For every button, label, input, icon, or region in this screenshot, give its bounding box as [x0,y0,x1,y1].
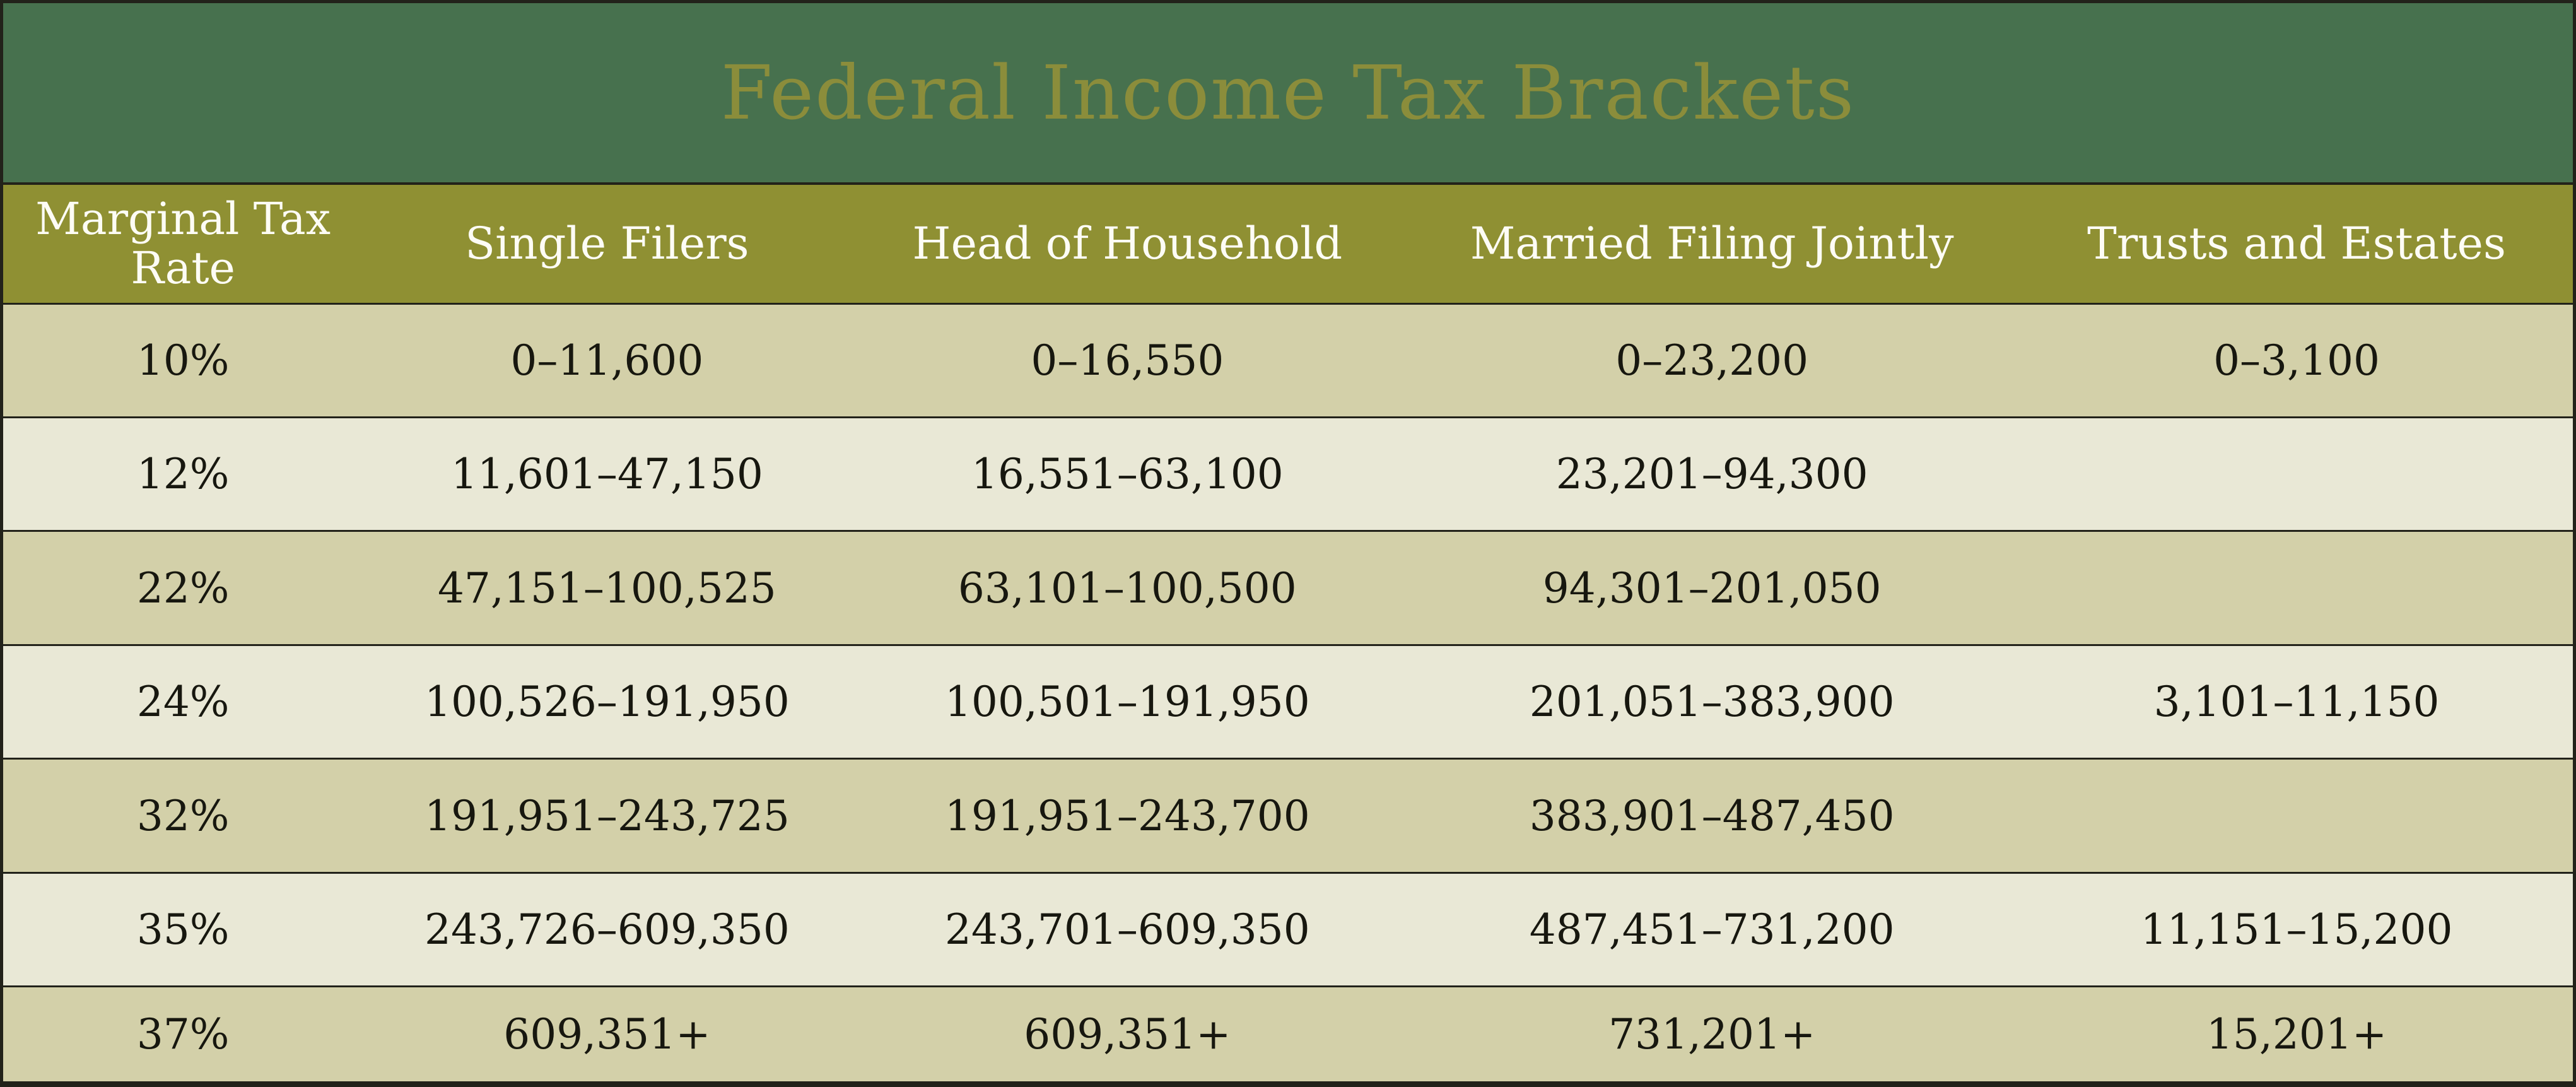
table-row: 37% 609,351+ 609,351+ 731,201+ 15,201+ [3,986,2573,1081]
range-cell: 731,201+ [1608,1010,1816,1059]
range-cell: 0–16,550 [1031,336,1224,385]
range-cell [2020,759,2573,873]
table-row: 12% 11,601–47,150 16,551–63,100 23,201–94,3… [3,417,2573,531]
range-cell: 0–11,600 [510,336,704,385]
rate-cell: 22% [136,563,230,613]
tax-bracket-table: Marginal Tax Rate Single Filers Head of … [3,185,2573,1081]
range-cell: 100,501–191,950 [944,678,1310,727]
table-row: 10% 0–11,600 0–16,550 0–23,200 0–3,100 [3,303,2573,418]
range-cell: 383,901–487,450 [1529,791,1895,840]
table-header: Marginal Tax Rate Single Filers Head of … [3,185,2573,303]
range-cell: 487,451–731,200 [1529,905,1895,955]
range-cell: 201,051–383,900 [1529,678,1895,727]
rate-cell: 37% [136,1010,230,1059]
range-cell: 23,201–94,300 [1555,450,1868,499]
column-header-trusts-and-estates: Trusts and Estates [2087,218,2506,270]
header-row: Marginal Tax Rate Single Filers Head of … [3,185,2573,303]
table-row: 22% 47,151–100,525 63,101–100,500 94,301–20… [3,531,2573,645]
range-cell: 100,526–191,950 [424,678,790,727]
range-cell: 94,301–201,050 [1542,563,1882,613]
title-band: Federal Income Tax Brackets [3,3,2573,182]
range-cell: 11,151–15,200 [2140,905,2453,955]
column-header-single-filers: Single Filers [465,218,749,270]
rate-cell: 12% [136,450,230,499]
range-cell: 609,351+ [503,1010,711,1059]
table-body: 10% 0–11,600 0–16,550 0–23,200 0–3,100 12% 11,… [3,303,2573,1081]
range-cell: 15,201+ [2206,1010,2387,1059]
table-row: 24% 100,526–191,950 100,501–191,950 201,051… [3,645,2573,759]
range-cell: 243,701–609,350 [944,905,1310,955]
table-row: 32% 191,951–243,725 191,951–243,700 383,901… [3,758,2573,873]
range-cell: 243,726–609,350 [424,905,790,955]
rate-cell: 24% [136,678,230,727]
column-header-married-filing-jointly: Married Filing Jointly [1470,218,1954,270]
range-cell: 11,601–47,150 [450,450,763,499]
rate-cell: 35% [136,905,230,955]
range-cell: 16,551–63,100 [971,450,1284,499]
rate-cell: 10% [136,336,230,385]
range-cell [2020,417,2573,531]
column-header-head-of-household: Head of Household [912,218,1343,270]
range-cell [2020,531,2573,645]
range-cell: 0–23,200 [1615,336,1809,385]
rate-cell: 32% [136,791,230,840]
range-cell: 0–3,100 [2213,336,2380,385]
column-header-marginal-tax-rate: Marginal Tax Rate [35,192,331,295]
range-cell: 609,351+ [1024,1010,1231,1059]
table-row: 35% 243,726–609,350 243,701–609,350 487,451… [3,873,2573,987]
page-title: Federal Income Tax Brackets [720,49,1856,136]
range-cell: 191,951–243,700 [944,791,1310,840]
range-cell: 63,101–100,500 [957,563,1297,613]
range-cell: 191,951–243,725 [424,791,790,840]
range-cell: 3,101–11,150 [2153,678,2440,727]
range-cell: 47,151–100,525 [437,563,776,613]
